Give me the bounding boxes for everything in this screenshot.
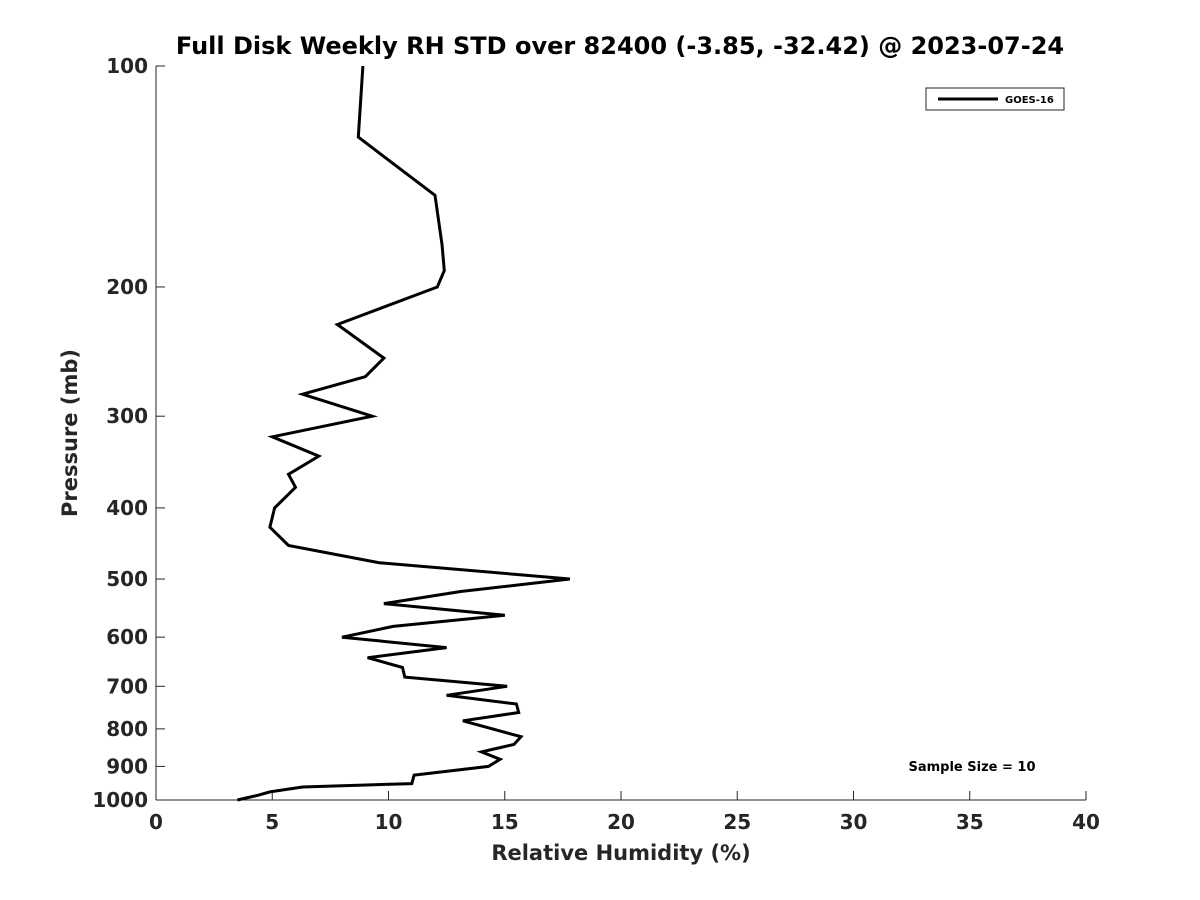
x-ticks: 0 5 10 15 20 25 30 35 40 (149, 791, 1100, 834)
x-tick-label: 5 (265, 810, 279, 834)
y-tick-label: 100 (106, 54, 148, 78)
x-tick-label: 40 (1072, 810, 1100, 834)
x-tick-label: 15 (491, 810, 519, 834)
chart-title: Full Disk Weekly RH STD over 82400 (-3.8… (176, 32, 1064, 60)
x-tick-label: 20 (607, 810, 635, 834)
y-tick-label: 500 (106, 567, 148, 591)
x-tick-label: 10 (375, 810, 403, 834)
y-tick-label: 700 (106, 674, 148, 698)
x-axis-label: Relative Humidity (%) (491, 841, 750, 865)
legend: GOES-16 (925, 87, 1065, 111)
y-tick-label: 1000 (92, 788, 148, 812)
y-tick-label: 400 (106, 496, 148, 520)
x-tick-label: 0 (149, 810, 163, 834)
plot-area (156, 66, 1086, 800)
legend-label-goes-16: GOES-16 (1005, 95, 1054, 106)
y-tick-label: 600 (106, 625, 148, 649)
y-axis-label: Pressure (mb) (58, 349, 82, 517)
y-tick-label: 300 (106, 404, 148, 428)
y-tick-label: 800 (106, 717, 148, 741)
x-tick-label: 30 (840, 810, 868, 834)
series-line-goes-16 (237, 65, 571, 802)
y-tick-label: 200 (106, 275, 148, 299)
sample-size-annotation: Sample Size = 10 (908, 760, 1035, 775)
y-ticks: 100 200 300 400 500 600 700 800 900 1000 (92, 54, 165, 812)
x-tick-label: 35 (956, 810, 984, 834)
y-tick-label: 900 (106, 754, 148, 778)
x-tick-label: 25 (723, 810, 751, 834)
